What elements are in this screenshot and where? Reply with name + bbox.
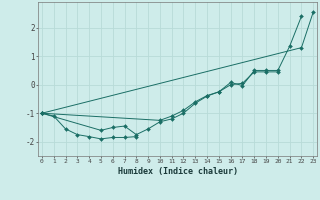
X-axis label: Humidex (Indice chaleur): Humidex (Indice chaleur) (118, 167, 238, 176)
